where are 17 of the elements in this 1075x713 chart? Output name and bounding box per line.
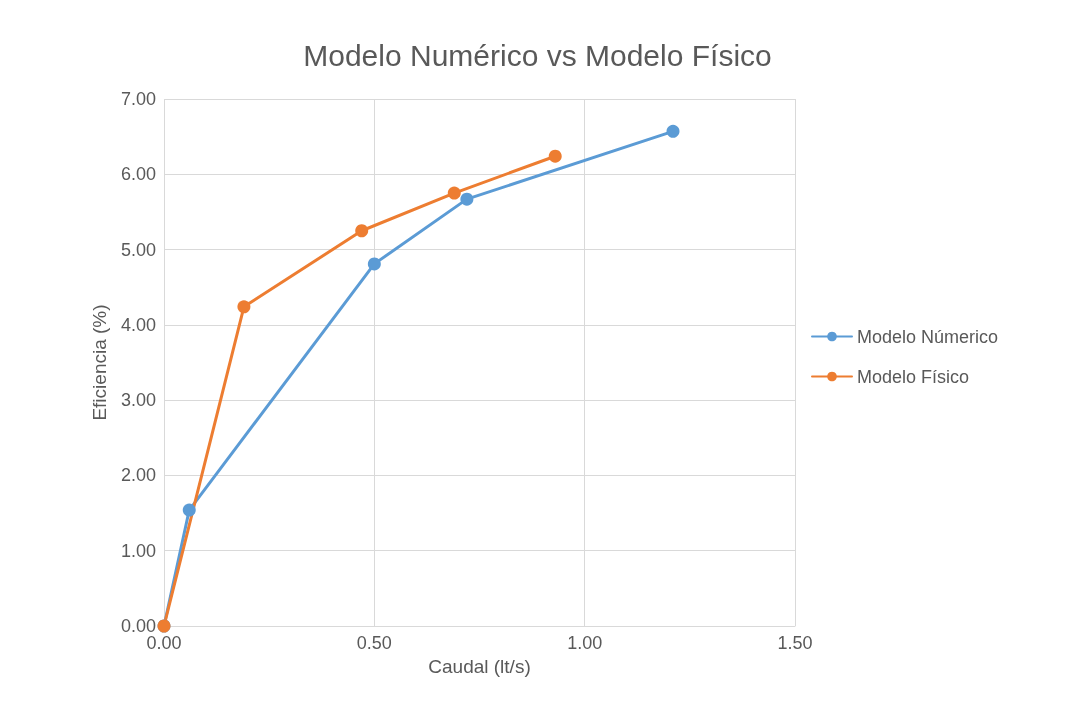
y-tick-label: 2.00 [120,465,156,486]
x-axis-title: Caudal (lt/s) [428,655,531,677]
y-tick-label: 3.00 [120,390,156,411]
x-tick-label: 1.50 [777,633,813,653]
y-axis-title: Eficiencia (%) [89,304,110,421]
y-tick-label: 7.00 [120,89,156,109]
y-tick-label: 1.00 [120,540,156,561]
y-tick-label: 5.00 [120,239,156,260]
y-tick-label: 0.00 [120,616,156,636]
y-tick-label: 4.00 [120,314,156,335]
legend-label: Modelo Númerico [857,326,999,347]
chart-title: Modelo Numérico vs Modelo Físico [303,38,772,72]
y-tick-label: 6.00 [120,164,156,185]
x-tick-label: 0.00 [146,633,182,653]
legend-label: Modelo Físico [857,366,970,387]
x-tick-label: 1.00 [567,633,603,653]
x-tick-label: 0.50 [356,633,392,653]
